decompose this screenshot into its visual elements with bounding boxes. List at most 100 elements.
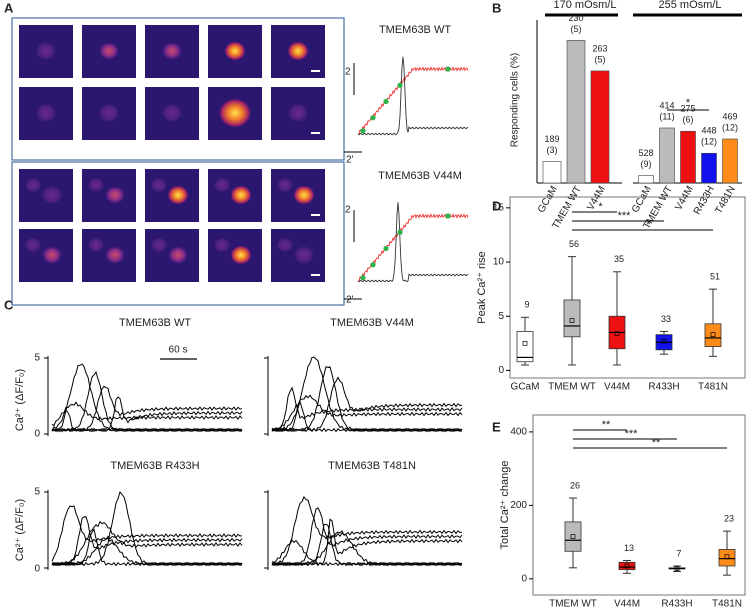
plot-title: TMEM63B WT — [119, 317, 191, 329]
bar — [542, 161, 562, 184]
n-label: (3) — [547, 145, 558, 155]
trace — [271, 386, 463, 433]
plot-title: TMEM63B V44M — [330, 317, 414, 329]
n-label: 528 — [638, 148, 653, 158]
n-label: 469 — [722, 111, 737, 121]
x-tick-label: T481N — [712, 599, 742, 608]
cell — [35, 41, 57, 61]
n-label: 26 — [570, 480, 580, 490]
significance-label: * — [686, 97, 691, 109]
x-tick-label: TMEM WT — [549, 599, 597, 608]
cell — [161, 103, 183, 123]
row-title: TMEM63B WT — [379, 24, 451, 36]
significance-label: *** — [625, 428, 639, 440]
bar — [722, 138, 738, 184]
n-label: 189 — [544, 134, 559, 144]
trace — [51, 505, 243, 562]
cell — [287, 41, 309, 61]
trace — [271, 495, 463, 566]
n-label: (12) — [722, 122, 738, 132]
trace — [271, 523, 463, 567]
example-traces — [344, 56, 469, 300]
panel-label: D — [492, 198, 501, 213]
n-label: 33 — [661, 314, 671, 324]
trace — [271, 356, 463, 433]
time-point — [360, 128, 366, 134]
n-label: 51 — [710, 272, 720, 282]
cell — [167, 245, 189, 265]
trace — [271, 539, 463, 567]
cell — [98, 103, 120, 123]
y-axis-label: Ca²⁺ (ΔF/F₀) — [14, 369, 26, 431]
cell — [276, 177, 294, 193]
cell — [213, 177, 231, 193]
row-title: TMEM63B V44M — [378, 170, 462, 182]
panel-frame — [11, 161, 345, 306]
x-tick-label: V44M — [614, 599, 640, 608]
cell — [230, 185, 252, 205]
n-label: 35 — [614, 254, 624, 264]
trace — [51, 490, 243, 567]
x-tick-label: GCaM — [511, 382, 540, 393]
cell — [41, 245, 63, 265]
cell — [293, 245, 315, 265]
n-label: 23 — [724, 513, 734, 523]
trace — [271, 399, 463, 433]
cell — [24, 237, 42, 253]
trace — [51, 409, 243, 433]
micrographs — [19, 25, 325, 282]
trace — [271, 376, 463, 433]
n-label: 56 — [569, 239, 579, 249]
bar — [590, 70, 610, 184]
y-tick-label: 5 — [34, 353, 40, 364]
cell — [104, 185, 126, 205]
cell — [218, 97, 252, 129]
n-label: (5) — [571, 24, 582, 34]
calcium-traces — [44, 356, 463, 570]
box — [704, 323, 722, 347]
mean — [674, 566, 680, 571]
y-tick-label: 0 — [498, 365, 504, 376]
n-label: (12) — [701, 137, 717, 147]
trace — [358, 213, 469, 282]
n-label: (9) — [641, 159, 652, 169]
mean — [724, 554, 730, 560]
trace — [358, 66, 469, 135]
trace — [51, 385, 243, 433]
time-point — [397, 229, 403, 235]
plot-frame — [532, 414, 746, 596]
mean — [661, 338, 667, 344]
significance-label: ** — [652, 437, 661, 449]
trace — [271, 394, 463, 432]
n-label: 9 — [524, 300, 529, 310]
mean — [710, 332, 716, 337]
y-tick-label: 0 — [34, 564, 40, 575]
time-point — [360, 275, 366, 281]
mean — [624, 563, 630, 569]
cell — [161, 41, 183, 61]
scale-label: 2 — [345, 205, 351, 216]
time-point — [397, 82, 403, 88]
panel-label: A — [4, 0, 14, 15]
trace — [51, 516, 243, 567]
time-point — [370, 115, 376, 121]
time-point — [383, 245, 389, 252]
cell — [167, 185, 189, 205]
panel-label: C — [4, 297, 14, 312]
cell — [230, 245, 252, 265]
scale-label: 2' — [346, 295, 354, 306]
group-label: 255 mOsm/L — [659, 0, 722, 11]
cell — [104, 245, 126, 265]
x-tick-label: GCaM — [536, 184, 560, 215]
significance-label: ** — [602, 419, 611, 431]
time-point — [370, 262, 376, 268]
cell — [150, 237, 168, 253]
mean — [570, 534, 576, 539]
n-label: 414 — [659, 100, 674, 110]
x-tick-label: V44M — [585, 184, 608, 212]
n-label: 13 — [624, 543, 634, 553]
significance-label: * — [646, 219, 651, 231]
cell — [213, 237, 231, 253]
scale-label: 2 — [345, 67, 351, 78]
cell — [150, 177, 168, 193]
